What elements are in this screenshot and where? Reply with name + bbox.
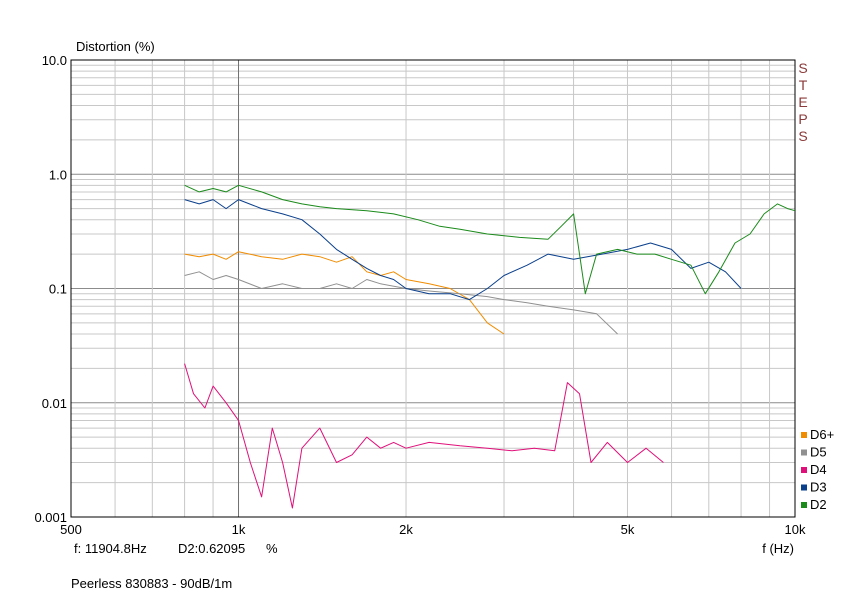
measurement-caption: Peerless 830883 - 90dB/1m bbox=[71, 576, 232, 591]
cursor-value-readout: D2:0.62095 bbox=[178, 541, 245, 556]
cursor-frequency-readout: f: 11904.8Hz bbox=[74, 541, 147, 556]
axis-tick-labels: 500 1k 2k 5k 10k 10.0 1.0 0.1 0.01 0.001 bbox=[34, 53, 806, 537]
steps-letter: E bbox=[798, 94, 807, 110]
legend-label: D6+ bbox=[810, 427, 834, 442]
legend-swatch bbox=[801, 449, 807, 456]
legend-swatch bbox=[801, 484, 807, 491]
steps-letter: S bbox=[798, 60, 807, 76]
steps-letter: S bbox=[798, 128, 807, 144]
series-line-d5 bbox=[184, 271, 618, 335]
legend-label: D3 bbox=[810, 480, 827, 495]
legend-label: D5 bbox=[810, 445, 827, 460]
series-line-d4 bbox=[184, 363, 664, 509]
x-tick-label: 1k bbox=[232, 522, 246, 537]
x-tick-label: 2k bbox=[399, 522, 413, 537]
y-tick-label: 0.01 bbox=[42, 396, 67, 411]
x-tick-label: 5k bbox=[621, 522, 635, 537]
x-tick-label: 500 bbox=[60, 522, 82, 537]
y-tick-label: 0.1 bbox=[49, 282, 67, 297]
x-tick-label: 10k bbox=[785, 522, 806, 537]
legend-swatch bbox=[801, 502, 807, 508]
y-tick-label: 1.0 bbox=[49, 167, 67, 182]
y-axis-title: Distortion (%) bbox=[76, 39, 155, 54]
legend: D6+ D5 D4 D3 D2 bbox=[801, 427, 834, 512]
legend-label: D2 bbox=[810, 497, 827, 512]
steps-letter: P bbox=[798, 111, 807, 127]
legend-swatch bbox=[801, 467, 807, 473]
series-line-d2 bbox=[184, 184, 796, 295]
x-axis-title: f (Hz) bbox=[762, 541, 794, 556]
series-line-d6 bbox=[184, 251, 505, 335]
grid-lines bbox=[71, 60, 795, 518]
series-line-d3 bbox=[184, 199, 742, 301]
cursor-unit-readout: % bbox=[266, 541, 278, 556]
plot-frame bbox=[70, 59, 796, 518]
y-tick-label: 0.001 bbox=[34, 510, 67, 525]
steps-letter: T bbox=[799, 77, 808, 93]
legend-swatch bbox=[801, 432, 807, 438]
legend-label: D4 bbox=[810, 462, 827, 477]
series-lines bbox=[184, 184, 796, 509]
y-tick-label: 10.0 bbox=[42, 53, 67, 68]
